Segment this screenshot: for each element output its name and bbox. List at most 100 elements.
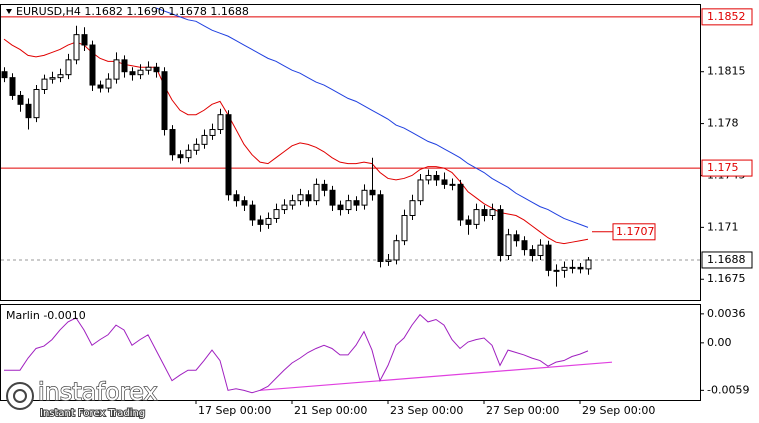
candle-body [417, 179, 424, 202]
candle-body [289, 200, 296, 206]
candle-body [297, 194, 304, 202]
candle-body [393, 240, 400, 261]
candle-body [585, 259, 592, 270]
marks: 1.18151.1781.17451.1711.16751.18521.1751… [1, 7, 753, 417]
candle-body [361, 189, 368, 206]
candle-body [513, 234, 520, 242]
last-price-label: 1.1688 [707, 253, 746, 266]
candle-body [185, 149, 192, 159]
candle-body [457, 183, 464, 221]
candle-body [561, 266, 568, 271]
logo [6, 382, 34, 410]
candle-body [129, 71, 136, 76]
candle-body [145, 66, 152, 71]
candle-body [201, 134, 208, 145]
candle-body [545, 244, 552, 271]
y-tick-label: -0.0059 [707, 383, 749, 396]
candle-body [345, 200, 352, 211]
y-tick-label: 1.1815 [707, 65, 746, 78]
line-series [3, 38, 589, 245]
candle-body [113, 59, 120, 80]
candle-body [241, 200, 248, 206]
candle-body [425, 174, 432, 181]
candle-body [265, 217, 272, 225]
y-tick-label: 0.0036 [707, 307, 746, 320]
candle-body [273, 209, 280, 219]
candle-body [89, 44, 96, 86]
candle-body [481, 209, 488, 217]
candle-body [1, 71, 8, 79]
annotation-label: 1.1707 [616, 225, 655, 238]
candle-body [353, 200, 360, 206]
candle-body [569, 266, 576, 269]
indicator-title: Marlin -0.0010 [6, 309, 86, 322]
candle-body [41, 78, 48, 90]
candle-body [465, 219, 472, 225]
line-series [4, 313, 589, 394]
x-tick-label: 23 Sep 00:00 [390, 404, 463, 417]
x-tick-label: 21 Sep 00:00 [294, 404, 367, 417]
y-tick-label: 1.171 [707, 220, 739, 233]
candle-body [193, 143, 200, 151]
annotation-box [612, 223, 656, 241]
x-tick-label: 17 Sep 00:00 [198, 404, 271, 417]
candle-body [553, 269, 560, 272]
main-frame [0, 4, 701, 301]
candle-body [401, 215, 408, 242]
candle-body [121, 59, 128, 73]
candle-body [57, 74, 64, 79]
candle-body [321, 183, 328, 191]
candle-body [153, 66, 160, 73]
level-label: 1.175 [707, 161, 739, 174]
trendline [259, 361, 613, 391]
candle-body [281, 204, 288, 211]
line-series [155, 7, 589, 228]
candle-body [137, 69, 144, 76]
candle-body [449, 183, 456, 186]
watermark-brand: instaforex [38, 378, 158, 406]
candle-body [177, 154, 184, 159]
level-label-box [701, 159, 753, 177]
candle-body [161, 71, 168, 131]
candle-body [169, 129, 176, 156]
candle-body [537, 244, 544, 257]
candle-body [305, 194, 312, 202]
candle-body [249, 204, 256, 221]
candle-body [33, 88, 40, 119]
candle-body [49, 77, 56, 80]
candle-body [497, 209, 504, 257]
watermark: instaforex Instant Forex Trading [6, 377, 158, 420]
candle-body [441, 179, 448, 185]
candle-body [329, 189, 336, 206]
candle-body [105, 78, 112, 89]
candle-body [473, 209, 480, 225]
candle-body [9, 77, 16, 96]
candle-body [489, 209, 496, 217]
candle-body [225, 114, 232, 196]
candle-body [505, 234, 512, 257]
candle-body [81, 34, 88, 46]
watermark-slogan: Instant Forex Trading [40, 408, 145, 419]
candle-body [577, 266, 584, 270]
title-icon [6, 9, 12, 14]
candle-body [377, 194, 384, 262]
candle-body [209, 129, 216, 136]
candle-body [521, 240, 528, 251]
chart-title: EURUSD,H4 1.1682 1.1690 1.1678 1.1688 [16, 5, 249, 18]
candle-body [73, 34, 80, 61]
indicator-frame [0, 304, 701, 401]
candle-body [257, 219, 264, 225]
candle-body [409, 200, 416, 217]
candle-body [217, 114, 224, 131]
candle-body [65, 59, 72, 76]
candle-body [369, 189, 376, 196]
logo-ring [13, 389, 27, 403]
candle-body [337, 204, 344, 211]
candle-body [97, 84, 104, 89]
candle-body [529, 249, 536, 257]
candle-body [25, 103, 32, 119]
level-label: 1.1852 [707, 10, 746, 23]
candle-body [385, 259, 392, 262]
level-label-box [701, 8, 753, 26]
